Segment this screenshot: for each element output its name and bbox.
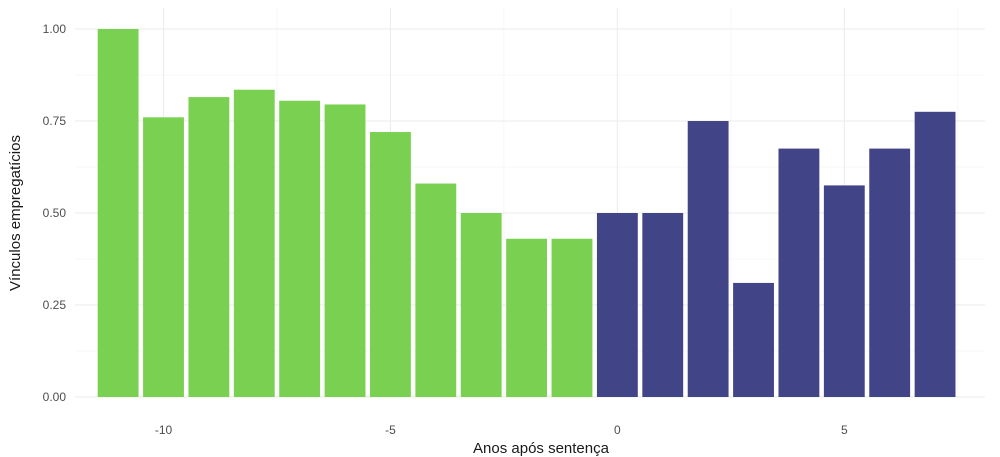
bar-x-0 <box>596 213 638 397</box>
bar-x--7 <box>279 100 321 397</box>
bar-x--11 <box>97 29 139 397</box>
bar-x--8 <box>233 89 275 397</box>
bar-x--6 <box>324 104 366 397</box>
bar-x-6 <box>869 148 911 397</box>
bar-x--10 <box>143 117 184 397</box>
bar-x-3 <box>733 282 774 397</box>
bar-x-5 <box>823 185 865 397</box>
x-tick-label: -5 <box>385 423 396 437</box>
y-tick-label: 0.50 <box>43 206 67 220</box>
y-tick-label: 0.00 <box>43 390 67 404</box>
x-tick-label: 5 <box>841 423 848 437</box>
bar-x--9 <box>188 97 230 397</box>
bar-x--3 <box>460 213 502 397</box>
bar-x--4 <box>415 183 457 397</box>
x-axis-title: Anos após sentença <box>473 440 610 457</box>
y-tick-label: 0.75 <box>43 114 67 128</box>
x-tick-label: 0 <box>614 423 621 437</box>
y-tick-label: 1.00 <box>43 22 67 36</box>
y-axis-title: Vínculos empregatícios <box>7 135 24 291</box>
bar-x-7 <box>914 111 956 398</box>
y-tick-labels: 0.00 0.25 0.50 0.75 1.00 <box>43 22 67 404</box>
x-tick-labels: -10 -5 0 5 <box>155 423 848 437</box>
x-tick-label: -10 <box>155 423 173 437</box>
bar-x-1 <box>642 213 684 397</box>
bar-x-2 <box>687 121 729 397</box>
bar-x--1 <box>551 238 593 397</box>
bar-x-4 <box>778 148 820 397</box>
y-tick-label: 0.25 <box>43 298 67 312</box>
bar-x--5 <box>370 132 411 398</box>
bars <box>97 29 956 398</box>
bar-x--2 <box>506 238 548 397</box>
